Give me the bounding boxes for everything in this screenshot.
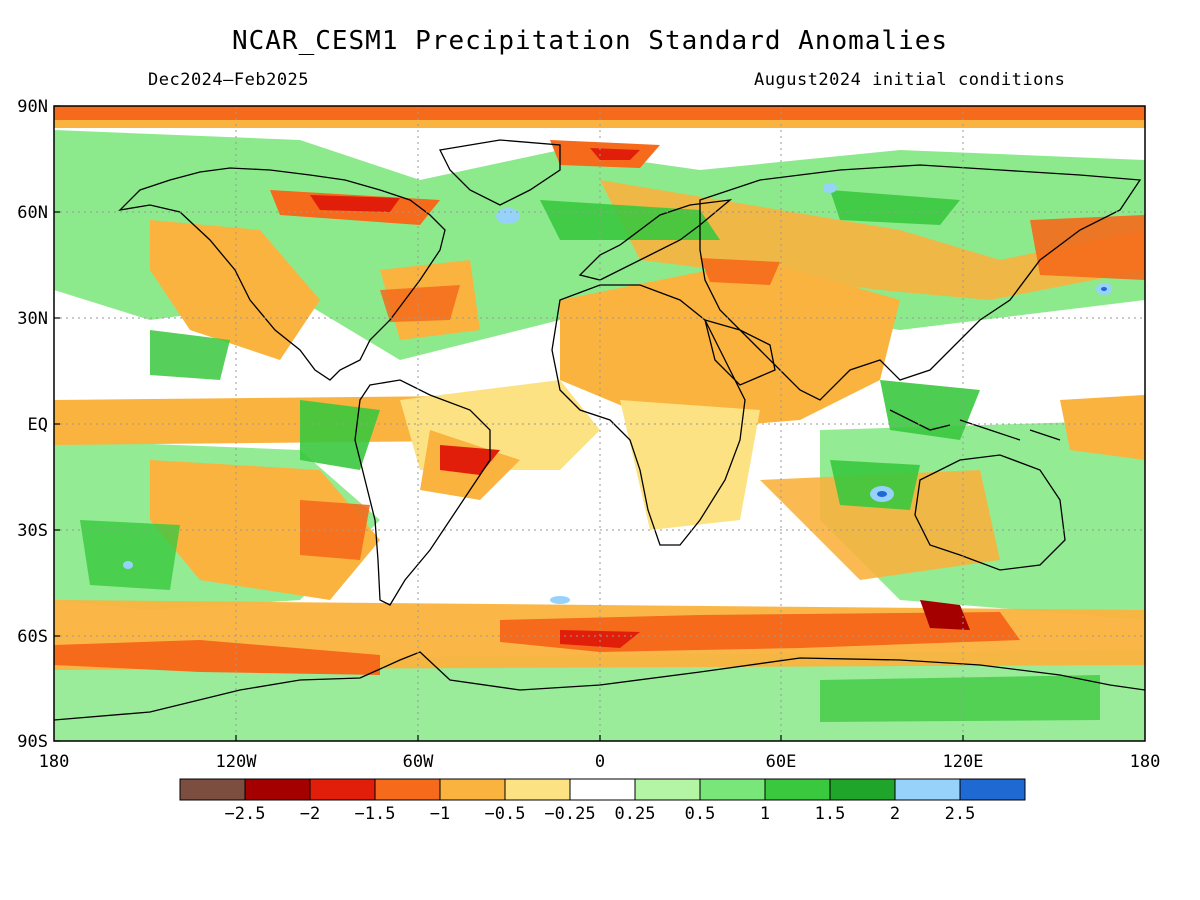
- map-title: NCAR_CESM1 Precipitation Standard Anomal…: [231, 26, 949, 56]
- lat-label-90s: 90S: [17, 732, 48, 752]
- colorbar-label: 0.5: [685, 804, 716, 824]
- colorbar-swatch: [894, 778, 961, 801]
- colorbar-swatch: [959, 778, 1026, 801]
- colorbar-label: 2.5: [945, 804, 976, 824]
- colorbar-swatch: [699, 778, 766, 801]
- colorbar-label: −1: [430, 804, 450, 824]
- lon-label-180e: 180: [1130, 752, 1161, 772]
- colorbar-label: −0.25: [544, 804, 595, 824]
- colorbar-swatch: [244, 778, 311, 801]
- colorbar-swatch: [504, 778, 571, 801]
- lon-label-60e: 60E: [766, 752, 797, 772]
- anomaly-field: [54, 106, 1145, 741]
- lat-label-60s: 60S: [17, 627, 48, 647]
- lat-label-90n: 90N: [17, 97, 48, 117]
- colorbar-swatch: [374, 778, 441, 801]
- lon-label-120e: 120E: [943, 752, 984, 772]
- lon-label-0: 0: [595, 752, 605, 772]
- colorbar-swatch: [569, 778, 636, 801]
- colorbar-swatch: [179, 778, 246, 801]
- colorbar-label: 1: [760, 804, 770, 824]
- colorbar: −2.5 −2 −1.5 −1 −0.5 −0.25 0.25 0.5 1 1.5 2 2.5: [179, 778, 1026, 824]
- lat-label-30s: 30S: [17, 521, 48, 541]
- lon-label-180w: 180: [39, 752, 70, 772]
- colorbar-label: −1.5: [355, 804, 396, 824]
- colorbar-label: −0.5: [485, 804, 526, 824]
- colorbar-label: 2: [890, 804, 900, 824]
- grid-lines: [54, 106, 1145, 741]
- colorbar-swatch: [829, 778, 896, 801]
- colorbar-label: 1.5: [815, 804, 846, 824]
- colorbar-label: −2.5: [225, 804, 266, 824]
- colorbar-swatch: [764, 778, 831, 801]
- colorbar-swatch: [439, 778, 506, 801]
- lat-label-eq: EQ: [28, 415, 48, 435]
- colorbar-swatch: [309, 778, 376, 801]
- lat-label-30n: 30N: [17, 309, 48, 329]
- initial-conditions: August2024 initial conditions: [754, 70, 1066, 90]
- colorbar-label: 0.25: [615, 804, 656, 824]
- colorbar-label: −2: [300, 804, 320, 824]
- lat-label-60n: 60N: [17, 203, 48, 223]
- lon-label-60w: 60W: [403, 752, 434, 772]
- coastlines: [54, 139, 1145, 721]
- axis-ticks: [54, 105, 964, 742]
- forecast-period: Dec2024–Feb2025: [148, 70, 310, 90]
- colorbar-swatch: [634, 778, 701, 801]
- lon-label-120w: 120W: [216, 752, 258, 772]
